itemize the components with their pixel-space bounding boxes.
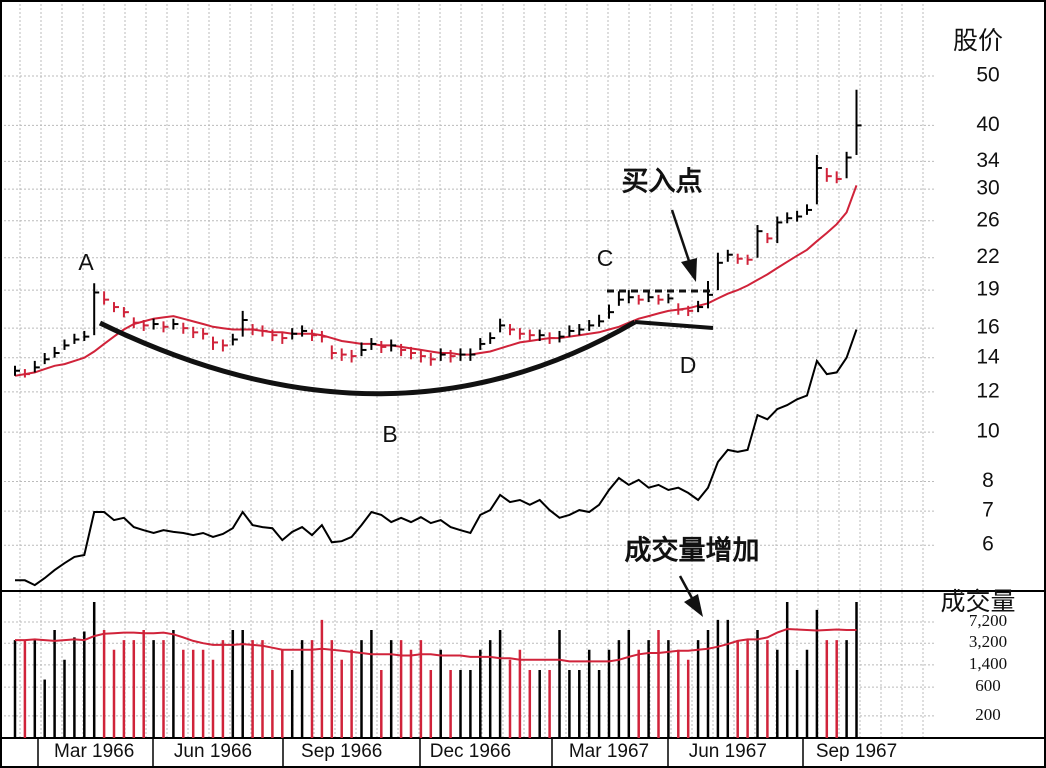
y-tick-label: 12 — [976, 379, 999, 402]
y-tick-label: 3,200 — [969, 632, 1007, 651]
arrow-shaft — [670, 209, 692, 265]
arrow-shaft — [678, 575, 695, 601]
volume-axis-title: 成交量 — [940, 587, 1015, 616]
y-tick-label: 22 — [976, 245, 999, 268]
x-tick-label: Jun 1966 — [174, 741, 252, 762]
annotation: A — [78, 249, 94, 275]
x-tick-label: Mar 1966 — [54, 741, 134, 762]
volume-arrow — [678, 575, 703, 617]
x-tick-label: Sep 1966 — [301, 741, 382, 762]
y-tick-label: 14 — [976, 345, 1000, 368]
x-tick-label: Jun 1967 — [689, 741, 767, 762]
arrow-head — [681, 258, 697, 282]
y-tick-label: 200 — [975, 705, 1001, 724]
y-tick-label: 10 — [976, 420, 999, 443]
buy-arrow — [670, 209, 697, 282]
y-tick-label: 26 — [976, 208, 999, 231]
annotation: C — [597, 245, 614, 271]
x-tick-label: Dec 1966 — [430, 741, 511, 762]
y-tick-label: 7,200 — [969, 611, 1007, 630]
y-tick-label: 600 — [975, 676, 1001, 695]
axis-separators — [37, 738, 804, 767]
annotation: B — [382, 421, 397, 447]
y-tick-label: 40 — [976, 113, 999, 136]
y-tick-label: 50 — [976, 64, 999, 87]
arrow-head — [684, 594, 703, 617]
y-tick-label: 1,400 — [969, 654, 1007, 673]
annotation: 买入点 — [622, 167, 703, 198]
volume-moving-average — [15, 627, 857, 663]
relative-strength-line — [15, 329, 858, 587]
handle-line — [634, 320, 714, 330]
annotation: 成交量增加 — [625, 535, 760, 567]
y-tick-label: 19 — [976, 278, 999, 301]
price-axis-title: 股价 — [953, 26, 1003, 55]
y-tick-label: 7 — [982, 499, 994, 522]
y-tick-label: 16 — [976, 316, 999, 339]
annotation: D — [680, 352, 697, 378]
x-tick-label: Sep 1967 — [816, 741, 897, 762]
marks — [13, 89, 862, 738]
y-tick-label: 8 — [982, 469, 994, 492]
cup-curve — [98, 319, 637, 397]
y-tick-label: 34 — [976, 149, 1000, 172]
y-tick-label: 6 — [982, 533, 994, 556]
price-moving-average — [14, 185, 858, 377]
x-tick-label: Mar 1967 — [569, 741, 649, 762]
y-tick-label: 30 — [976, 177, 999, 200]
